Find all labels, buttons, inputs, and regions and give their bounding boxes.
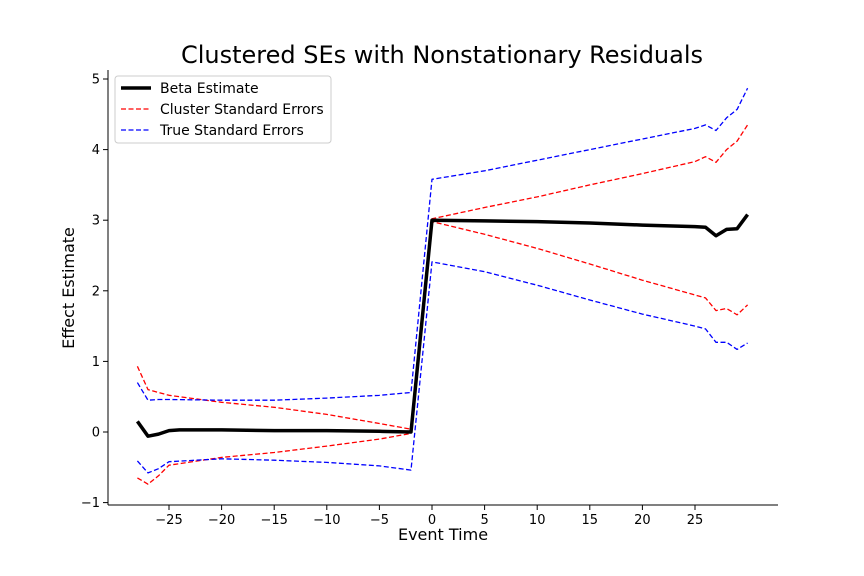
x-tick-label: 10 xyxy=(529,513,546,528)
plot-area xyxy=(135,87,750,485)
x-tick-label: 0 xyxy=(428,513,436,528)
y-tick-label: −1 xyxy=(81,496,100,511)
legend-box xyxy=(114,75,332,144)
legend-label: Beta Estimate xyxy=(160,81,259,97)
true-se-lower-line xyxy=(136,261,748,474)
x-tick-label: −5 xyxy=(370,513,389,528)
y-tick-label: 5 xyxy=(92,73,100,88)
y-tick-label: 3 xyxy=(92,214,100,229)
legend-true-standard-errors: True Standard Errors xyxy=(121,123,304,139)
legend-cluster-standard-errors: Cluster Standard Errors xyxy=(121,102,324,118)
legend-label: True Standard Errors xyxy=(159,123,304,139)
x-tick-label: 20 xyxy=(634,513,651,528)
x-tick-label: 5 xyxy=(480,513,488,528)
legend-beta-estimate: Beta Estimate xyxy=(121,81,259,97)
x-axis-label: Event Time xyxy=(398,525,488,544)
x-tick-label: 15 xyxy=(582,513,599,528)
beta-estimate-line xyxy=(135,213,750,438)
x-tick-label: −10 xyxy=(313,513,340,528)
y-tick-label: 0 xyxy=(92,426,100,441)
y-tick-label: 4 xyxy=(92,143,100,158)
y-tick-label: 2 xyxy=(92,284,100,299)
x-tick-label: −25 xyxy=(155,513,182,528)
y-axis-label: Effect Estimate xyxy=(59,227,78,349)
x-tick-label: −15 xyxy=(260,513,287,528)
y-tick-label: 1 xyxy=(92,355,100,370)
cluster-se-lower-line xyxy=(137,220,749,485)
x-tick-label: −20 xyxy=(208,513,235,528)
legend: Beta Estimate Cluster Standard Errors True… xyxy=(114,75,332,144)
cluster-se-upper-line xyxy=(136,124,749,430)
legend-label: Cluster Standard Errors xyxy=(160,102,324,118)
chart-title: Clustered SEs with Nonstationary Residua… xyxy=(181,41,703,69)
x-tick-label: 25 xyxy=(687,513,704,528)
